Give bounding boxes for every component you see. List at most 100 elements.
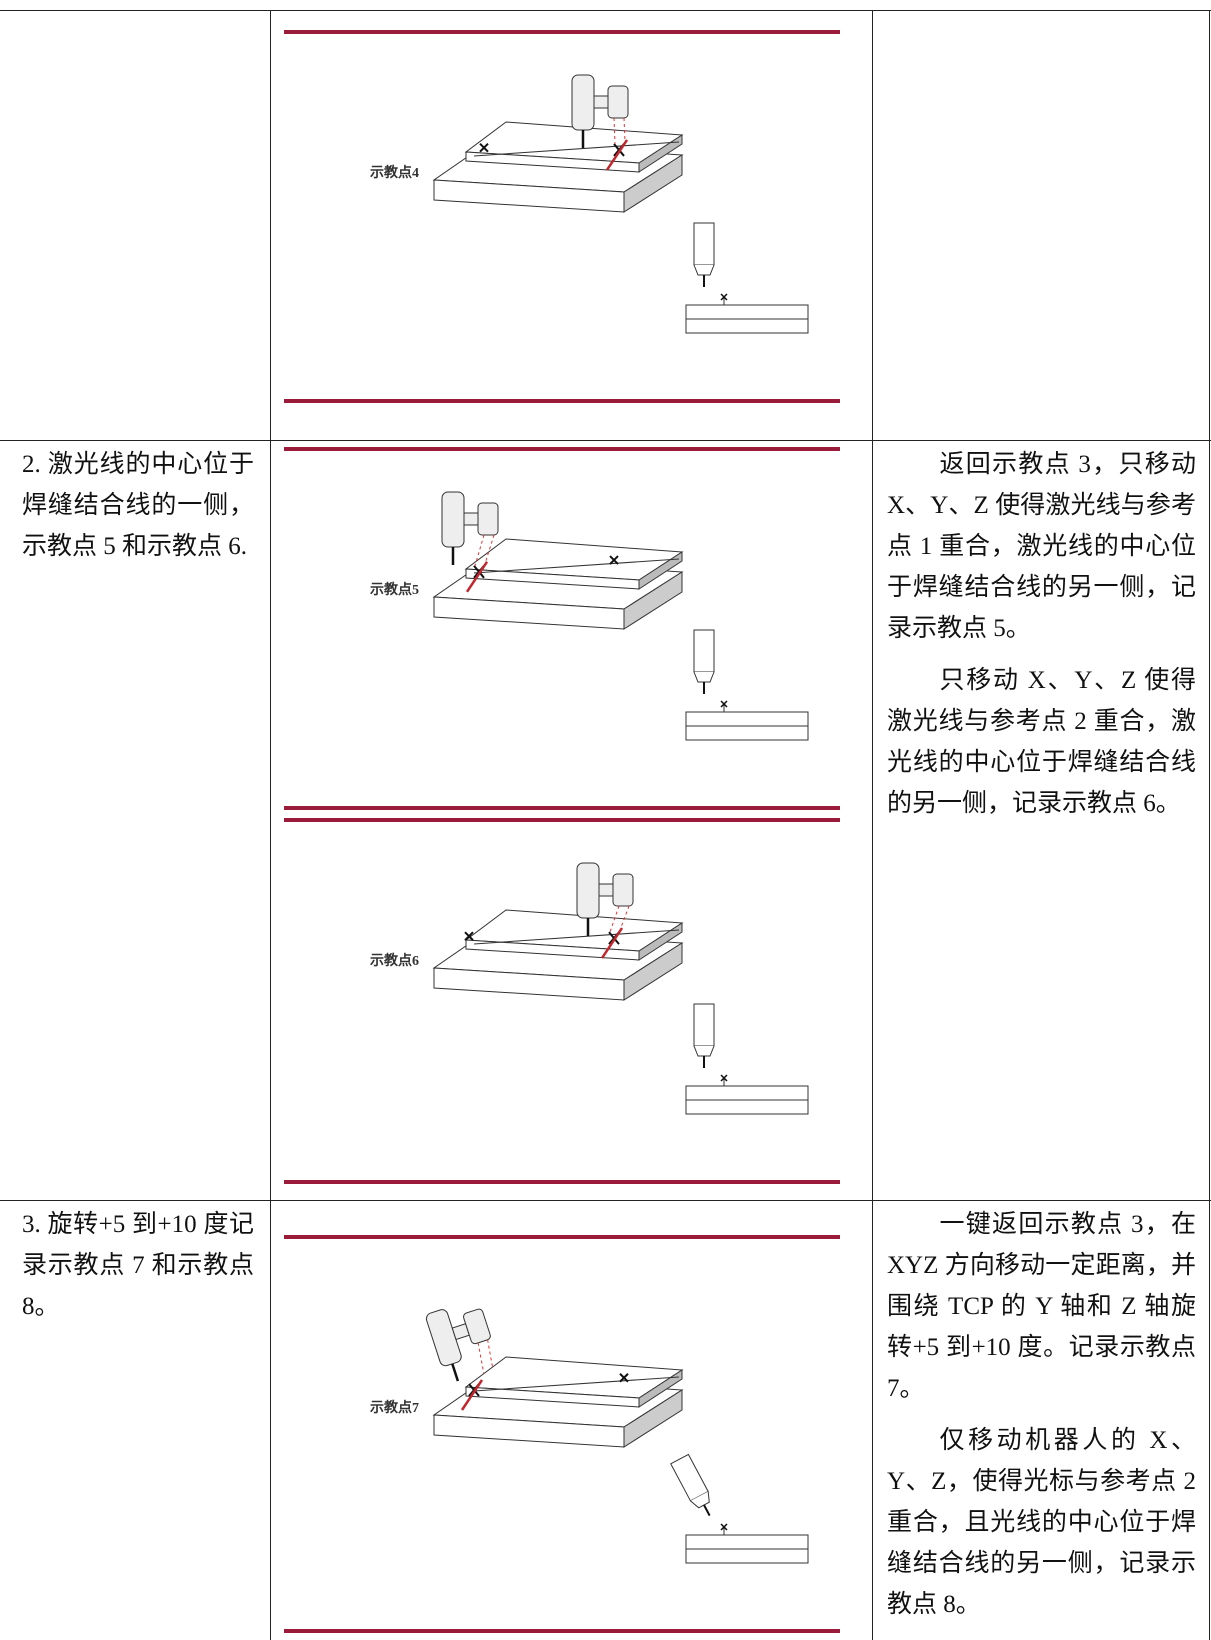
torch-part	[693, 264, 715, 276]
torch-part	[477, 1342, 485, 1374]
torch-part	[441, 491, 465, 548]
torch-part	[612, 873, 634, 907]
side-torch	[693, 1003, 715, 1068]
torch-part	[693, 222, 715, 266]
table-rule	[270, 10, 271, 1640]
torch-part	[576, 862, 600, 919]
figure-label: 示教点7	[370, 1399, 419, 1416]
frame-bar	[284, 1235, 840, 1239]
torch	[441, 491, 499, 566]
step-cell: 3. 旋转+5 到+10 度记录示教点 7 和示教点 8。	[0, 1200, 270, 1327]
torch-part	[463, 1308, 491, 1345]
plate	[638, 1369, 683, 1408]
torch	[576, 862, 634, 936]
cross-mark	[720, 700, 728, 708]
step-text: 2. 激光线的中心位于焊缝结合线的一侧，示教点 5 和示教点 6.	[22, 451, 254, 560]
frame-bar	[284, 1629, 840, 1633]
frame-bar	[284, 399, 840, 403]
frame-bar	[284, 818, 840, 822]
torch-part	[703, 1504, 711, 1517]
plate	[638, 134, 683, 173]
figure-drawing: 示教点4	[284, 30, 840, 403]
cross-mark	[720, 293, 728, 301]
note: 一键返回示教点 3，在 XYZ 方向移动一定距离，并围绕 TCP 的 Y 轴和 …	[887, 1211, 1196, 1402]
torch-part	[484, 534, 495, 564]
torch-part	[693, 629, 715, 673]
plate	[623, 571, 683, 630]
side-plate	[685, 711, 809, 727]
step-cell: 2. 激光线的中心位于焊缝结合线的一侧，示教点 5 和示教点 6.	[0, 440, 270, 567]
side-torch	[670, 1453, 711, 1517]
torch-part	[477, 502, 499, 536]
seam	[473, 929, 680, 945]
cross-mark	[609, 555, 619, 565]
table-rule	[0, 440, 1211, 441]
cross-mark	[464, 931, 474, 941]
figure-label: 示教点5	[370, 581, 419, 598]
side-plate	[685, 1099, 809, 1115]
side-plate	[685, 304, 809, 320]
note: 仅移动机器人的 X、Y、Z，使得光标与参考点 2 重合，且光线的中心位于焊缝结合…	[887, 1427, 1196, 1618]
laser-line	[600, 927, 624, 959]
plate	[623, 154, 683, 213]
torch-part	[598, 883, 614, 897]
side-plate	[685, 1085, 809, 1101]
torch-part	[451, 1363, 460, 1382]
torch-part	[623, 117, 626, 142]
seam	[473, 558, 680, 574]
side-plate	[685, 318, 809, 334]
note: 返回示教点 3，只移动 X、Y、Z 使得激光线与参考点 1 重合，激光线的中心位…	[887, 451, 1196, 642]
seam	[473, 141, 680, 157]
side-plate	[685, 1548, 809, 1564]
figure-label: 示教点6	[370, 952, 419, 969]
torch-part	[571, 74, 595, 131]
torch-part	[693, 671, 715, 683]
cross-mark	[720, 1523, 728, 1531]
side-torch	[693, 222, 715, 287]
note: 只移动 X、Y、Z 使得激光线与参考点 2 重合，激光线的中心位于焊缝结合线的另…	[887, 667, 1196, 817]
plate	[638, 551, 683, 590]
plate	[623, 1389, 683, 1448]
notes-cell: 一键返回示教点 3，在 XYZ 方向移动一定距离，并围绕 TCP 的 Y 轴和 …	[872, 1200, 1210, 1636]
torch-part	[487, 1339, 494, 1369]
torch	[571, 74, 629, 148]
table-rule	[1209, 10, 1210, 1640]
torch	[425, 1308, 494, 1382]
side-plate	[685, 725, 809, 741]
side-torch	[693, 629, 715, 694]
plate	[623, 942, 683, 1001]
figure-drawing: 示教点5	[284, 447, 840, 810]
torch-part	[619, 905, 630, 931]
figure-drawing: 示教点7	[284, 1235, 840, 1633]
figure-drawing: 示教点6	[284, 818, 840, 1184]
cross-mark	[619, 1373, 629, 1383]
notes-cell: 返回示教点 3，只移动 X、Y、Z 使得激光线与参考点 1 重合，激光线的中心位…	[872, 440, 1210, 835]
torch-part	[474, 534, 485, 566]
cross-mark	[479, 142, 489, 153]
torch-part	[693, 1003, 715, 1047]
seam	[473, 1376, 680, 1392]
laser-line	[465, 561, 489, 593]
laser-line	[605, 139, 629, 171]
torch-part	[670, 1453, 709, 1502]
torch-part	[609, 905, 620, 933]
plate	[638, 922, 683, 961]
figure: 示教点6	[284, 818, 864, 1186]
frame-bar	[284, 30, 840, 34]
frame-bar	[284, 1180, 840, 1184]
torch-part	[693, 1045, 715, 1057]
figure-label: 示教点4	[370, 164, 419, 181]
cross-mark	[720, 1074, 728, 1082]
table-rule	[872, 10, 873, 1640]
table-rule	[0, 1200, 1211, 1201]
figure: 示教点4	[284, 30, 864, 405]
figure: 示教点5	[284, 447, 864, 812]
frame-bar	[284, 447, 840, 451]
side-plate	[685, 1534, 809, 1550]
step-text: 3. 旋转+5 到+10 度记录示教点 7 和示教点 8。	[22, 1211, 254, 1320]
laser-line	[460, 1379, 484, 1411]
torch-part	[463, 512, 479, 526]
torch-part	[613, 117, 616, 144]
torch-part	[593, 95, 609, 109]
